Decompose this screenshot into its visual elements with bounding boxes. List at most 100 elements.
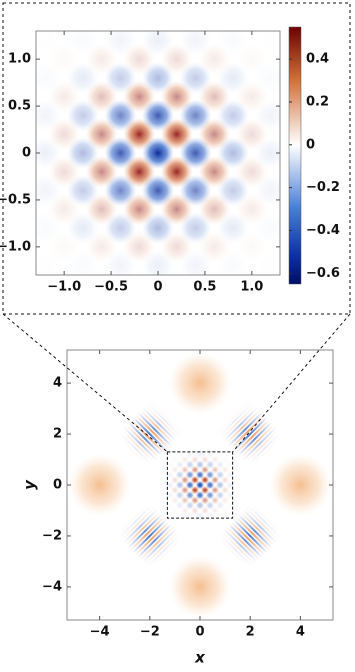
fringe-stripe: [232, 518, 268, 554]
fringe-stripe: [141, 527, 177, 564]
field-spot: [254, 99, 280, 132]
fringe-stripe: [144, 404, 180, 440]
y-tick-label: −2: [42, 528, 62, 543]
fringe-stripe: [242, 426, 278, 462]
fringe-stripe: [237, 513, 273, 549]
y-tick-label: 1.0: [8, 52, 31, 67]
fringe-stripe: [139, 409, 175, 445]
fringe-stripe: [137, 523, 173, 559]
colorbar-tick-label: 0.4: [306, 52, 329, 67]
fringe-stripe: [244, 506, 280, 542]
colorbar-tick-label: −0.6: [306, 266, 340, 281]
fringe-stripe: [235, 515, 271, 552]
fringe-stripe: [117, 430, 154, 466]
fringe-stripe: [220, 404, 256, 440]
fringe-stripe: [242, 508, 278, 544]
fringe-stripe: [249, 501, 285, 537]
fringe-stripe: [149, 535, 185, 571]
fringe-stripe: [134, 414, 170, 450]
field-blob: [269, 453, 332, 517]
x-tick-label: −1.0: [47, 280, 81, 295]
fringe-stripe: [227, 411, 263, 447]
x-tick-label: 2: [246, 625, 255, 640]
zoom-connector: [232, 313, 351, 453]
zoom-box: [166, 451, 234, 519]
fringe-stripe: [125, 423, 161, 459]
fringe-stripe: [127, 513, 163, 549]
fringe-stripe: [115, 501, 151, 537]
fringe-stripe: [218, 402, 254, 438]
zoom-frame: [2, 2, 351, 315]
x-tick-label: 1.0: [240, 280, 263, 295]
field-spot: [254, 174, 280, 207]
fringe-stripe: [122, 508, 158, 544]
field-blob: [168, 351, 232, 415]
fringe-stripe: [239, 423, 275, 459]
fringe-stripe: [220, 530, 256, 566]
y-axis-label: y: [21, 479, 39, 490]
fringe-stripe: [249, 433, 285, 469]
field-spot: [255, 24, 287, 56]
x-tick-label: −0.5: [94, 280, 128, 295]
x-tick-label: 0: [195, 625, 204, 640]
field-spot: [255, 212, 287, 244]
fringe-stripe: [227, 523, 263, 559]
y-tick-label: −4: [42, 579, 62, 594]
fringe-stripe: [132, 416, 168, 452]
fringe-stripe: [223, 527, 259, 564]
fringe-stripe: [235, 418, 271, 455]
x-tick-label: −4: [90, 625, 110, 640]
fringe-stripe: [129, 515, 165, 552]
fringe-stripe: [120, 506, 156, 542]
fringe-stripe: [120, 428, 156, 464]
fringe-stripe: [139, 525, 175, 561]
x-tick-label: 0: [153, 280, 162, 295]
colorbar-tick-label: −0.4: [306, 223, 340, 238]
y-tick-label: −1.0: [0, 239, 31, 254]
fringe-stripe: [239, 511, 275, 547]
fringe-stripe: [230, 520, 266, 556]
fringe-stripe: [225, 409, 261, 445]
x-tick-label: −2: [140, 625, 160, 640]
fringe-stripe: [122, 426, 158, 462]
x-tick-label: 0.5: [193, 280, 216, 295]
field-spot: [255, 62, 287, 94]
fringe-stripe: [137, 411, 173, 447]
fringe-stripe: [134, 520, 170, 556]
fringe-stripe: [149, 399, 185, 435]
field-spot: [254, 137, 280, 169]
fringe-stripe: [132, 518, 168, 554]
fringe-stripe: [225, 525, 261, 561]
fringe: [215, 399, 285, 469]
fringe-stripe: [215, 535, 251, 571]
field-spot: [255, 250, 287, 282]
y-tick-label: 0: [53, 478, 62, 493]
fringe-stripe: [246, 504, 283, 540]
colorbar-tick-label: −0.2: [306, 180, 340, 195]
fringe-stripe: [237, 421, 273, 457]
y-tick-label: 0: [22, 146, 31, 161]
fringe-stripe: [117, 504, 154, 540]
fringe: [215, 501, 285, 571]
heatmap-field: [36, 24, 287, 282]
fringe-stripe: [230, 414, 266, 450]
field-blob: [168, 555, 232, 619]
x-tick-label: 4: [296, 625, 305, 640]
fringe-stripe: [144, 530, 180, 566]
y-tick-label: 0.5: [8, 99, 31, 114]
colorbar-tick-label: 0.2: [306, 94, 329, 109]
y-tick-label: −0.5: [0, 192, 31, 207]
y-tick-label: 4: [53, 376, 62, 391]
fringe-stripe: [244, 428, 280, 464]
fringe-stripe: [125, 511, 161, 547]
x-axis-label: x: [194, 649, 206, 667]
fringe-stripe: [141, 406, 177, 443]
fringe-stripe: [215, 399, 251, 435]
fringe-stripe: [146, 532, 182, 568]
fringe: [115, 501, 185, 571]
fringe-stripe: [115, 433, 151, 469]
fringe-stripe: [146, 402, 182, 438]
fringe-stripe: [246, 430, 283, 466]
fringe-stripe: [223, 406, 259, 443]
